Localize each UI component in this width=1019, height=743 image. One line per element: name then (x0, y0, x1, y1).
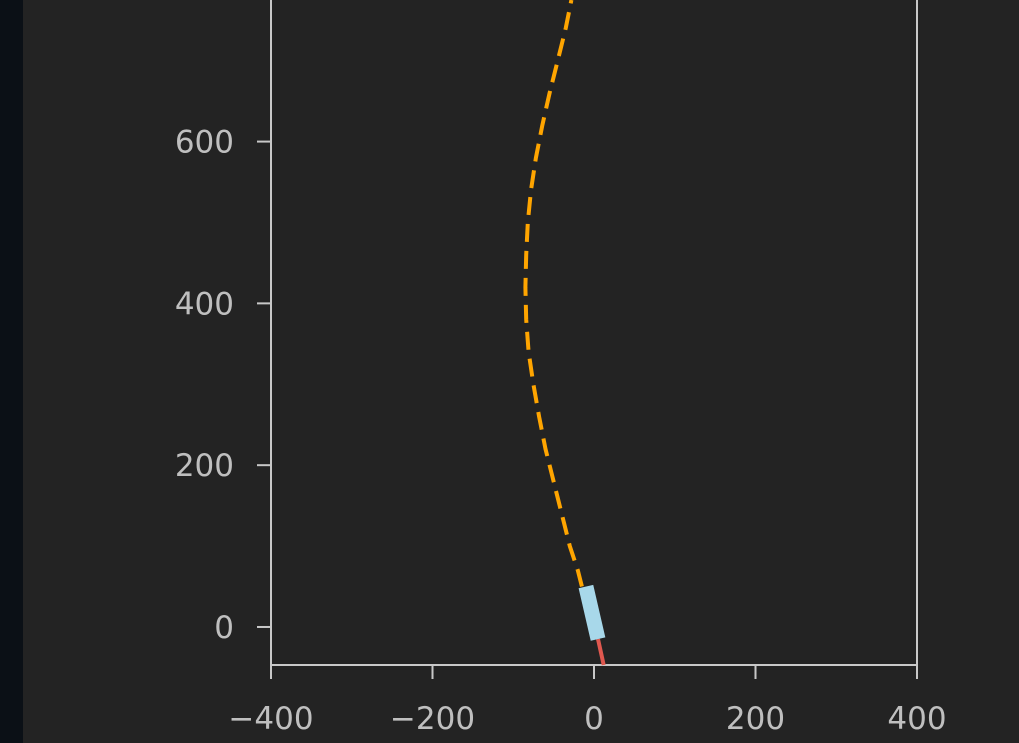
x-tick-label: −200 (390, 701, 475, 737)
planned-path-line (523, 0, 584, 587)
x-tick-label: 0 (584, 701, 604, 737)
axes-area (271, 0, 917, 665)
y-tick-label: 0 (214, 610, 234, 646)
x-tick-label: −400 (228, 701, 313, 737)
y-tick-label: 200 (175, 448, 234, 484)
x-tick-label: 200 (726, 701, 785, 737)
vehicle-marker (578, 584, 606, 641)
x-tick-label: 400 (887, 701, 946, 737)
x-axis-ticks: −400 −200 0 200 400 (228, 665, 947, 737)
y-tick-label: 600 (175, 125, 234, 161)
series-layer (523, 0, 606, 666)
y-axis-ticks: 0 200 400 600 (175, 125, 271, 646)
traveled-path-line (596, 638, 606, 666)
window-edge (0, 0, 23, 743)
y-tick-label: 400 (175, 286, 234, 322)
